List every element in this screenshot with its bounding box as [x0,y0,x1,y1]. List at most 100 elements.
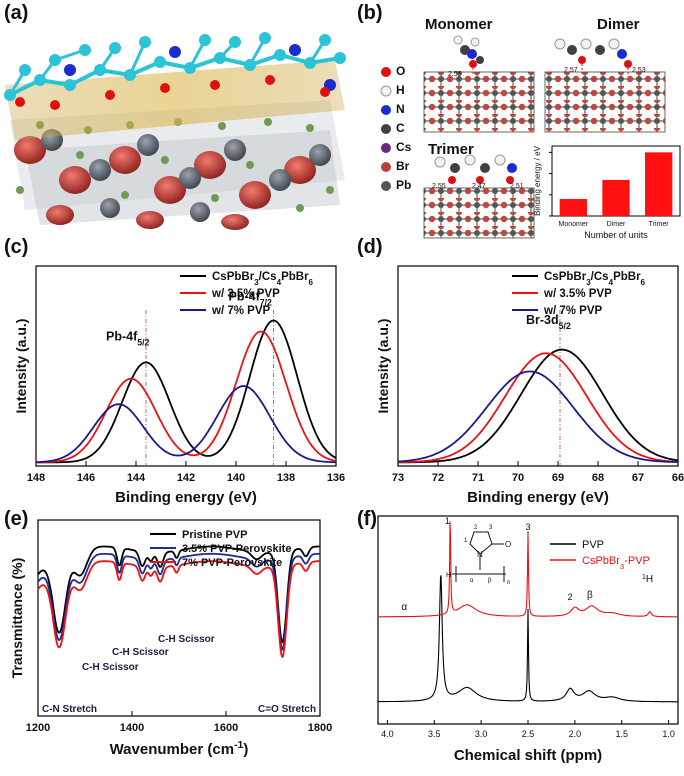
x-tick-label: 4.0 [381,729,394,739]
br-spheres [14,136,316,230]
bar-trimer [645,152,673,216]
plot-frame [397,265,679,467]
dist-dimer-1: 2.57 [564,67,578,74]
panel-f-label: (f) [357,508,377,530]
bar-monomer [559,199,587,216]
dist-trimer-1: 2.55 [432,183,446,190]
dimer-title: Dimer [597,16,640,33]
struct-h: H [446,572,451,579]
pvp-structure-drawing: N O Hα β n 1 2 3 [446,525,511,586]
peak-label-2: 2 [568,592,573,602]
struct-label-2: 2 [474,525,478,531]
bar-tick-trimer: Trimer [649,221,670,228]
x-tick-label: 3.5 [428,729,441,739]
bar-ylabel: Binding energy / eV [533,145,542,215]
x-axis-label: Chemical shift (ppm) [454,747,602,764]
legend-o [381,67,391,77]
dist-monomer: 2.55 [448,71,462,78]
x-tick-label: 1200 [26,722,50,734]
ftir-chart: 1200 1400 1600 1800 Wavenumber (cm-1) Transmi… [9,519,332,758]
struct-label-3: 3 [489,525,493,531]
pyrrolidone-ring [469,531,493,555]
plot-frame [37,519,321,717]
dist-trimer-2: 2.47 [472,183,486,190]
legend-label-2: w/ 7% PVP [211,305,270,317]
series-line-0 [398,348,679,464]
x-axis-label: Wavenumber (cm-1) [110,739,249,758]
monomer-structure [423,35,535,133]
pvp-layer [5,60,345,140]
panel-b-structures: 2.55 2.57 2.53 2.55 2.47 2.51 [380,35,666,239]
x-tick-label: 71 [472,472,484,484]
ftir-series-2 [37,560,320,659]
panel-e-label: (e) [4,508,29,530]
legend-label-pb: Pb [396,178,412,192]
series-line-0 [36,319,337,464]
atom-legend [380,67,392,191]
x-tick-label: 140 [227,472,245,484]
panel-d-label: (d) [357,236,383,258]
legend-label-cs: Cs [396,140,412,154]
nmr-series-cspbbr3-pvp [378,521,678,618]
legend-label-0: Pristine PVP [182,529,247,541]
legend-label-c: C [396,121,405,135]
series-line-1 [398,352,679,464]
ftir-series-0 [37,545,320,644]
peak-label-alpha: α [401,602,407,613]
struct-n: N [477,550,483,559]
struct-o: O [505,540,511,549]
ch-annotation-3: C-H Scissor [158,634,215,645]
x-tick-label: 138 [277,472,295,484]
x-tick-label: 1.5 [615,729,628,739]
legend-label-0: CsPbBr3/Cs4PbBr6 [544,271,646,287]
legend-label-h: H [396,83,405,97]
legend-label-0: CsPbBr3/Cs4PbBr6 [212,271,314,287]
bar-dimer [602,179,630,216]
x-tick-label: 67 [632,472,644,484]
legend-label-1: w/ 3.5% PVP [211,288,280,300]
trimer-structure [423,154,535,239]
legend-label-pvp: PVP [582,539,604,551]
legend-label-2: 7% PVP-Perovskite [182,557,282,569]
series-line-2 [397,370,678,463]
legend-n [381,105,391,115]
peak-label-3: 3 [525,522,530,532]
legend-label-br: Br [396,159,410,173]
dimer-structure [544,38,666,133]
bar-tick-dimer: Dimer [607,221,626,228]
legend-c [381,124,391,134]
struct-n-repeat: n [507,580,510,586]
br-annotation: Br-3d5/2 [526,313,571,331]
y-axis-label: Intensity (a.u.) [13,319,29,414]
x-tick-label: 73 [392,472,404,484]
xps-pb4f-chart: 148 146 144 142 140 138 136 Binding energy (eV)… [13,265,345,506]
x-tick-label: 146 [77,472,95,484]
legend-pb [381,181,391,191]
ch-annotation-2: C-H Scissor [112,647,169,658]
y-axis-label: Transmittance (%) [9,558,25,679]
legend-label-1: 3.5% PVP-Perovskite [182,543,291,555]
struct-label-1: 1 [464,538,468,544]
x-tick-label: 1400 [120,722,144,734]
trimer-title: Trimer [428,141,474,158]
ch-annotation-1: C-H Scissor [82,662,139,673]
pvp-chain [4,32,346,110]
nmr-series-pvp [378,575,678,703]
struct-beta: β [488,578,492,584]
x-tick-label: 72 [432,472,444,484]
legend-label-cspbbr3-pvp: CsPbBr3-PVP [582,555,650,571]
legend-label-n: N [396,102,405,116]
x-tick-label: 142 [177,472,195,484]
legend-label-o: O [396,64,406,78]
pb52-annotation: Pb-4f5/2 [106,330,150,348]
panel-a-structure-image [4,32,346,230]
pb72-annotation: Pb-4f7/2 [229,290,273,308]
series-line-2 [36,385,336,464]
x-tick-label: 2.5 [522,729,535,739]
x-axis-label: Binding energy (eV) [467,489,609,506]
x-tick-label: 2.0 [569,729,582,739]
nucleus-label: 1H [642,574,653,586]
dist-trimer-3: 2.51 [510,183,524,190]
x-tick-label: 148 [27,472,45,484]
